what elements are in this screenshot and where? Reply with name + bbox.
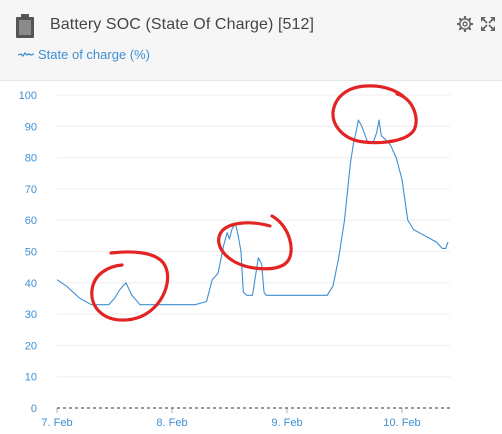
y-tick-label: 20 bbox=[25, 340, 37, 352]
y-axis-tick-labels: 0 10 20 30 40 50 60 70 80 90 100 bbox=[19, 90, 37, 415]
y-tick-label: 90 bbox=[25, 121, 37, 133]
y-tick-label: 70 bbox=[25, 184, 37, 196]
annotation-marks bbox=[90, 84, 418, 322]
x-axis-ticks: 7. Feb 8. Feb 9. Feb 10. Feb bbox=[41, 408, 421, 429]
legend-item[interactable]: State of charge (%) bbox=[18, 46, 150, 62]
x-tick-label: 8. Feb bbox=[156, 417, 187, 429]
widget-title: Battery SOC (State Of Charge) [512] bbox=[50, 16, 315, 33]
widget-header: Battery SOC (State Of Charge) [512] bbox=[0, 0, 502, 81]
x-tick-label: 9. Feb bbox=[271, 417, 302, 429]
y-tick-label: 30 bbox=[25, 309, 37, 321]
annotation-circle-1 bbox=[90, 250, 170, 322]
annotation-circle-3 bbox=[331, 84, 418, 145]
y-tick-label: 80 bbox=[25, 153, 37, 165]
x-tick-label: 7. Feb bbox=[41, 417, 72, 429]
legend-label: State of charge (%) bbox=[38, 46, 150, 62]
y-tick-label: 0 bbox=[31, 403, 37, 415]
soc-chart: 0 10 20 30 40 50 60 70 80 90 100 7. Feb 8. Feb 9. Fe… bbox=[19, 84, 450, 429]
y-tick-label: 40 bbox=[25, 278, 37, 290]
expand-icon[interactable] bbox=[480, 16, 496, 32]
y-tick-label: 50 bbox=[25, 247, 37, 259]
annotation-circle-2 bbox=[217, 214, 293, 271]
gear-icon[interactable] bbox=[457, 16, 473, 32]
battery-icon bbox=[16, 14, 34, 38]
soc-series-line bbox=[56, 119, 449, 306]
x-tick-label: 10. Feb bbox=[383, 417, 420, 429]
y-tick-label: 100 bbox=[19, 90, 37, 102]
y-tick-label: 60 bbox=[25, 215, 37, 227]
series-line-icon bbox=[18, 51, 34, 58]
y-tick-label: 10 bbox=[25, 372, 37, 384]
grid-lines bbox=[57, 94, 450, 378]
